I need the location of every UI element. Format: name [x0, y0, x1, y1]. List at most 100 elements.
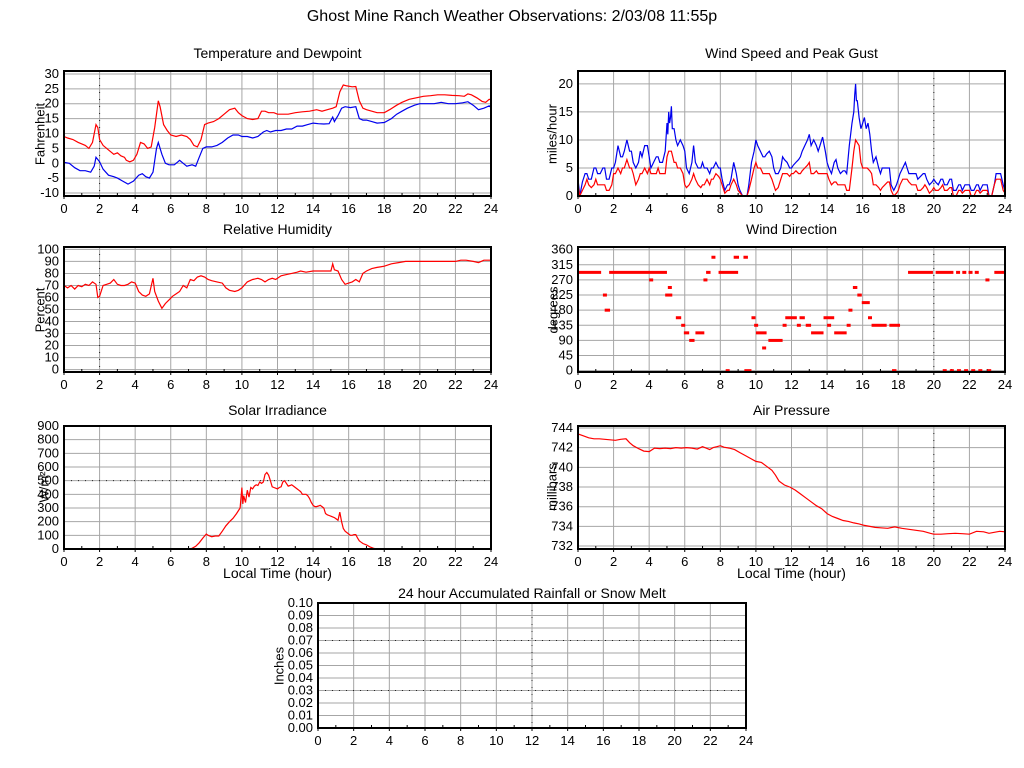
svg-text:100: 100: [37, 241, 59, 256]
svg-text:16: 16: [855, 201, 869, 216]
svg-text:10: 10: [235, 554, 249, 569]
svg-text:10: 10: [45, 126, 59, 141]
svg-text:0.10: 0.10: [288, 595, 313, 610]
svg-text:8: 8: [457, 733, 464, 748]
svg-text:0.05: 0.05: [288, 658, 313, 673]
svg-text:8: 8: [203, 377, 210, 392]
svg-text:4: 4: [646, 201, 653, 216]
plot-area: 0 2 4 6 8 10 12 14 16 18 20 22 240459013518022527031…: [551, 242, 1012, 392]
svg-text:22: 22: [962, 201, 976, 216]
svg-text:18: 18: [377, 377, 391, 392]
svg-text:736: 736: [551, 499, 573, 514]
svg-text:0.00: 0.00: [288, 720, 313, 735]
plot-area: 0 2 4 6 8 10 12 14 16 18 20 22 240100200300400500600…: [37, 418, 498, 569]
svg-text:14: 14: [306, 377, 320, 392]
svg-text:4: 4: [132, 377, 139, 392]
svg-text:20: 20: [413, 377, 427, 392]
svg-text:315: 315: [551, 257, 573, 272]
svg-text:16: 16: [855, 377, 869, 392]
svg-text:300: 300: [37, 500, 59, 515]
svg-text:8: 8: [717, 554, 724, 569]
svg-text:0: 0: [52, 541, 59, 556]
svg-text:180: 180: [551, 302, 573, 317]
svg-text:4: 4: [646, 377, 653, 392]
svg-text:2: 2: [610, 377, 617, 392]
svg-text:12: 12: [784, 201, 798, 216]
svg-text:10: 10: [559, 132, 573, 147]
svg-text:6: 6: [681, 554, 688, 569]
svg-text:0: 0: [574, 201, 581, 216]
svg-text:24: 24: [998, 554, 1012, 569]
svg-text:600: 600: [37, 459, 59, 474]
svg-text:0: 0: [574, 554, 581, 569]
chart-title: 24 hour Accumulated Rainfall or Snow Mel…: [398, 585, 666, 601]
svg-text:2: 2: [350, 733, 357, 748]
svg-text:16: 16: [341, 554, 355, 569]
svg-text:10: 10: [749, 377, 763, 392]
svg-text:18: 18: [377, 554, 391, 569]
svg-text:6: 6: [681, 377, 688, 392]
svg-text:0.07: 0.07: [288, 633, 313, 648]
svg-text:20: 20: [45, 338, 59, 353]
svg-text:135: 135: [551, 317, 573, 332]
x-axis-label: Local Time (hour): [737, 565, 846, 581]
svg-text:12: 12: [784, 554, 798, 569]
svg-text:30: 30: [45, 326, 59, 341]
svg-text:22: 22: [962, 554, 976, 569]
svg-text:800: 800: [37, 432, 59, 447]
svg-text:20: 20: [927, 201, 941, 216]
svg-text:12: 12: [270, 377, 284, 392]
svg-text:16: 16: [341, 201, 355, 216]
svg-text:20: 20: [667, 733, 681, 748]
svg-text:20: 20: [559, 76, 573, 91]
svg-text:2: 2: [610, 201, 617, 216]
chart-title: Air Pressure: [752, 402, 831, 418]
svg-text:742: 742: [551, 440, 573, 455]
svg-text:12: 12: [270, 554, 284, 569]
svg-text:6: 6: [167, 377, 174, 392]
svg-text:20: 20: [927, 554, 941, 569]
svg-text:0: 0: [60, 377, 67, 392]
svg-text:22: 22: [448, 377, 462, 392]
svg-text:734: 734: [551, 518, 573, 533]
svg-text:0: 0: [52, 362, 59, 377]
svg-text:360: 360: [551, 242, 573, 257]
plot-area: 0 2 4 6 8 10 12 14 16 18 20 22 240102030405060708090…: [37, 241, 498, 392]
svg-text:4: 4: [646, 554, 653, 569]
svg-text:14: 14: [306, 554, 320, 569]
chart-title: Wind Speed and Peak Gust: [705, 45, 878, 61]
svg-text:70: 70: [45, 277, 59, 292]
svg-text:4: 4: [132, 201, 139, 216]
svg-text:4: 4: [132, 554, 139, 569]
svg-text:732: 732: [551, 538, 573, 553]
svg-text:25: 25: [45, 81, 59, 96]
svg-text:14: 14: [820, 377, 834, 392]
svg-text:14: 14: [820, 554, 834, 569]
svg-text:2: 2: [96, 201, 103, 216]
svg-text:22: 22: [962, 377, 976, 392]
svg-text:90: 90: [559, 332, 573, 347]
svg-text:24: 24: [484, 554, 498, 569]
svg-text:5: 5: [566, 160, 573, 175]
svg-text:0.01: 0.01: [288, 708, 313, 723]
svg-text:14: 14: [306, 201, 320, 216]
chart-title: Relative Humidity: [223, 221, 332, 237]
svg-text:16: 16: [341, 377, 355, 392]
chart-title: Temperature and Dewpoint: [193, 45, 362, 61]
svg-text:45: 45: [559, 348, 573, 363]
svg-text:22: 22: [448, 201, 462, 216]
svg-text:400: 400: [37, 486, 59, 501]
svg-text:0: 0: [314, 733, 321, 748]
svg-text:0.04: 0.04: [288, 670, 313, 685]
svg-text:16: 16: [855, 554, 869, 569]
svg-text:738: 738: [551, 479, 573, 494]
svg-text:700: 700: [37, 445, 59, 460]
svg-text:24: 24: [484, 377, 498, 392]
svg-text:14: 14: [820, 201, 834, 216]
svg-text:12: 12: [525, 733, 539, 748]
svg-text:60: 60: [45, 289, 59, 304]
svg-text:100: 100: [37, 527, 59, 542]
svg-text:6: 6: [167, 554, 174, 569]
